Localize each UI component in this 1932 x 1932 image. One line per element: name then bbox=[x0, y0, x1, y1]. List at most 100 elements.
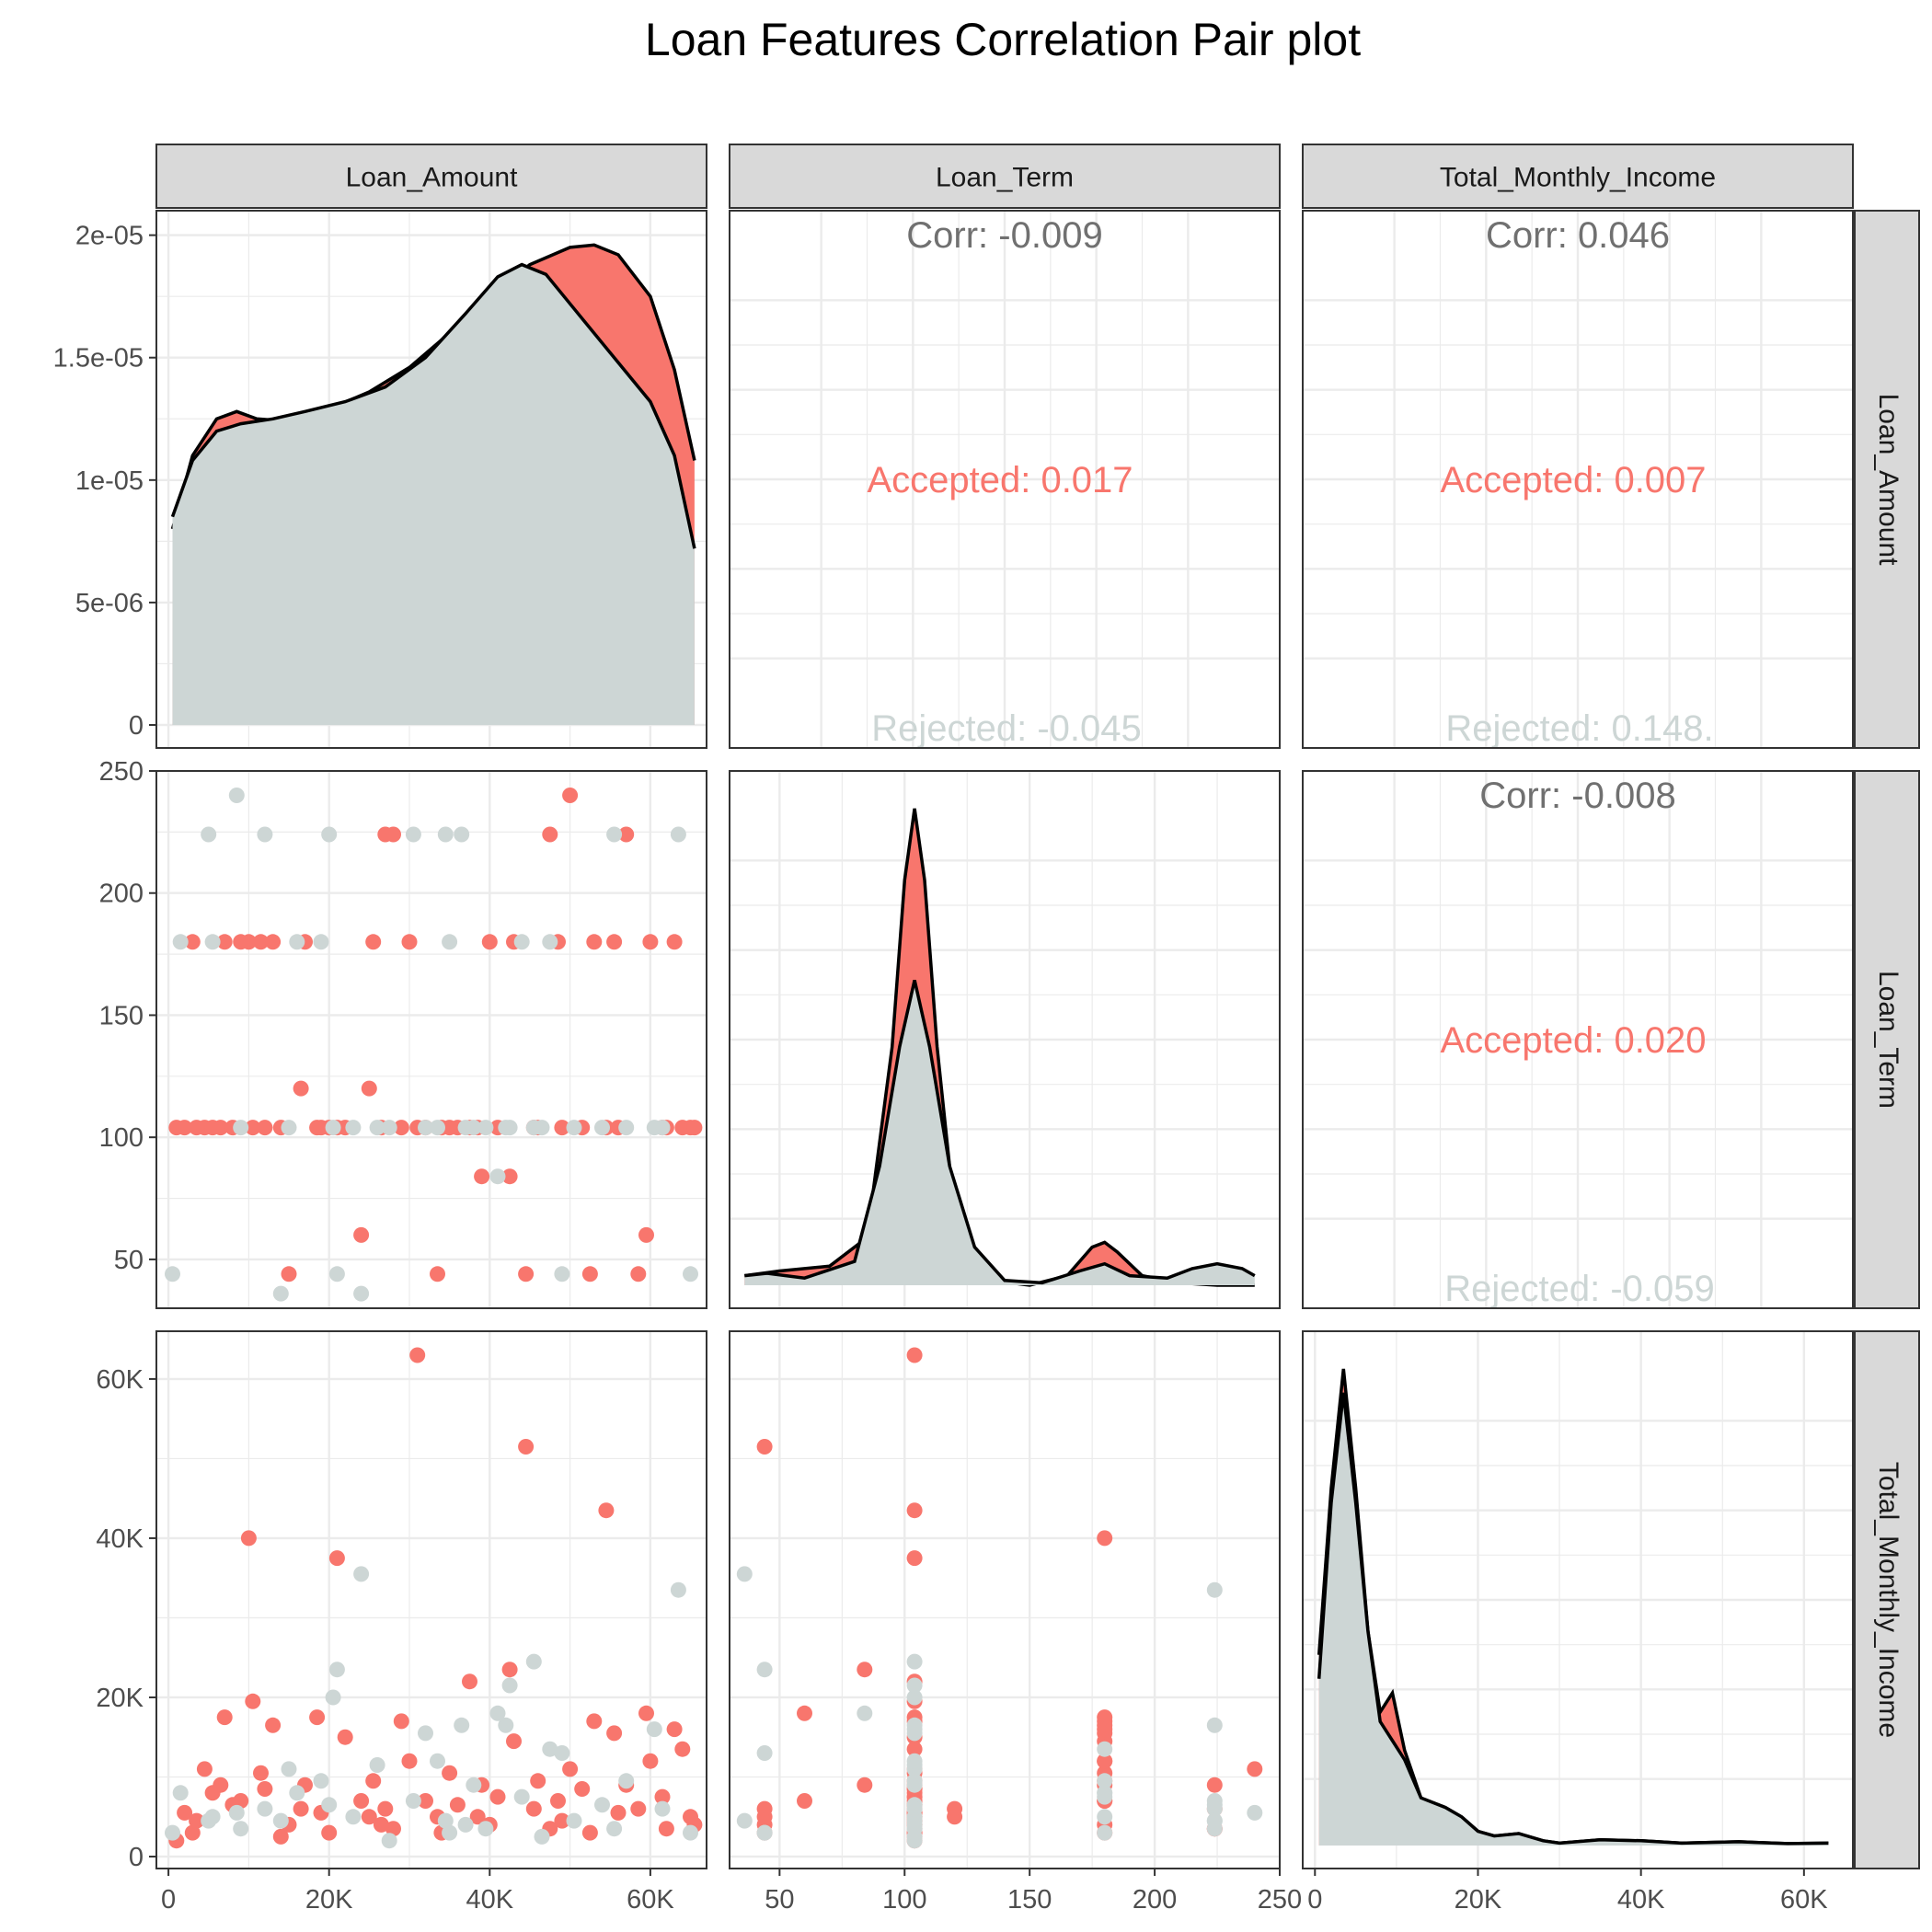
point-rejected bbox=[1097, 1824, 1113, 1841]
point-rejected bbox=[857, 1705, 873, 1721]
strip-label: Total_Monthly_Income bbox=[1873, 1462, 1903, 1738]
point-accepted bbox=[610, 1804, 627, 1821]
point-rejected bbox=[454, 1717, 470, 1733]
corr-overall-label: Corr: -0.009 bbox=[906, 215, 1102, 256]
strip-label: Loan_Amount bbox=[1873, 394, 1903, 566]
point-accepted bbox=[393, 1120, 409, 1136]
y-tick-label: 1.5e-05 bbox=[53, 344, 144, 374]
point-accepted bbox=[385, 826, 401, 843]
point-accepted bbox=[1097, 1753, 1113, 1769]
point-accepted bbox=[562, 788, 579, 803]
strip-top-Total_Monthly_Income: Total_Monthly_Income bbox=[1302, 144, 1854, 209]
corr-accepted-label: Accepted: 0.017 bbox=[867, 460, 1133, 500]
point-rejected bbox=[477, 1120, 494, 1136]
point-accepted bbox=[216, 934, 233, 950]
density-line-rejected bbox=[744, 980, 1256, 1285]
panel-border bbox=[729, 770, 1281, 1309]
strip-background bbox=[1302, 144, 1854, 209]
density-line-accepted bbox=[170, 243, 696, 530]
point-accepted bbox=[606, 934, 623, 950]
point-rejected bbox=[906, 1721, 923, 1738]
point-rejected bbox=[594, 1120, 610, 1136]
point-rejected bbox=[1097, 1809, 1113, 1825]
point-rejected bbox=[172, 1785, 189, 1801]
point-accepted bbox=[581, 1266, 598, 1282]
point-accepted bbox=[506, 1733, 522, 1750]
x-tick-label: 150 bbox=[1007, 1885, 1052, 1915]
density-area-rejected bbox=[172, 264, 695, 725]
x-tick-label: 0 bbox=[1307, 1885, 1322, 1915]
point-rejected bbox=[542, 1741, 558, 1757]
y-tick-label: 20K bbox=[96, 1684, 144, 1713]
panel-background bbox=[156, 771, 707, 1308]
point-accepted bbox=[353, 1226, 370, 1243]
point-accepted bbox=[462, 1673, 477, 1690]
point-rejected bbox=[566, 1120, 582, 1136]
point-accepted bbox=[213, 1120, 229, 1136]
x-tick-label: 20K bbox=[305, 1885, 353, 1915]
point-accepted bbox=[189, 1812, 205, 1829]
point-accepted bbox=[293, 1800, 309, 1817]
point-rejected bbox=[670, 1581, 686, 1598]
panel-border bbox=[1302, 1330, 1854, 1869]
point-rejected bbox=[381, 1833, 397, 1849]
x-tick-label: 40K bbox=[466, 1885, 513, 1915]
panel-border bbox=[729, 210, 1281, 749]
point-rejected bbox=[313, 1773, 329, 1789]
point-rejected bbox=[756, 1662, 773, 1678]
point-accepted bbox=[385, 1821, 401, 1837]
point-accepted bbox=[550, 1793, 566, 1809]
point-rejected bbox=[165, 1266, 180, 1282]
point-rejected bbox=[534, 1120, 550, 1136]
point-accepted bbox=[756, 1439, 773, 1455]
point-rejected bbox=[172, 934, 189, 950]
point-rejected bbox=[906, 1828, 923, 1845]
strip-background bbox=[1854, 210, 1920, 749]
point-accepted bbox=[265, 934, 282, 950]
x-tick-label: 200 bbox=[1133, 1885, 1177, 1915]
point-rejected bbox=[281, 1120, 297, 1136]
point-accepted bbox=[337, 1729, 353, 1745]
point-accepted bbox=[756, 1800, 773, 1817]
point-rejected bbox=[736, 1566, 753, 1582]
y-tick-label: 100 bbox=[99, 1123, 144, 1153]
point-rejected bbox=[646, 1721, 662, 1738]
point-accepted bbox=[184, 934, 201, 950]
point-rejected bbox=[906, 1800, 923, 1817]
point-rejected bbox=[736, 1812, 753, 1829]
point-accepted bbox=[401, 934, 418, 950]
point-rejected bbox=[281, 1761, 297, 1777]
point-rejected bbox=[525, 1653, 542, 1670]
point-rejected bbox=[457, 1816, 474, 1833]
point-rejected bbox=[369, 1757, 385, 1773]
point-accepted bbox=[245, 1120, 261, 1136]
point-accepted bbox=[213, 1777, 229, 1793]
point-rejected bbox=[489, 1168, 506, 1185]
strip-background bbox=[155, 144, 707, 209]
point-accepted bbox=[947, 1809, 963, 1825]
point-accepted bbox=[638, 1226, 654, 1243]
point-rejected bbox=[513, 934, 530, 950]
y-tick-label: 250 bbox=[99, 757, 144, 787]
point-accepted bbox=[618, 826, 635, 843]
point-accepted bbox=[554, 1120, 570, 1136]
density-line-rejected bbox=[1317, 1392, 1829, 1846]
corr-rejected-label: Rejected: 0.148. bbox=[1445, 708, 1713, 749]
panel-grid: 0 5e-06 1e-05 1.5e-05 2e-05 Corr: -0.009 Accep… bbox=[53, 144, 1920, 1915]
point-rejected bbox=[654, 1800, 671, 1817]
point-rejected bbox=[321, 826, 338, 843]
strip-background bbox=[1854, 770, 1920, 1309]
point-rejected bbox=[233, 1120, 249, 1136]
point-accepted bbox=[630, 1800, 647, 1817]
strip-label: Loan_Term bbox=[1873, 971, 1903, 1109]
y-tick-label: 1e-05 bbox=[75, 466, 144, 496]
point-rejected bbox=[437, 826, 454, 843]
point-rejected bbox=[257, 826, 273, 843]
point-rejected bbox=[313, 934, 329, 950]
point-rejected bbox=[457, 1120, 474, 1136]
point-accepted bbox=[373, 1816, 389, 1833]
point-rejected bbox=[405, 826, 421, 843]
point-rejected bbox=[1097, 1741, 1113, 1757]
point-rejected bbox=[606, 826, 623, 843]
point-accepted bbox=[481, 934, 498, 950]
